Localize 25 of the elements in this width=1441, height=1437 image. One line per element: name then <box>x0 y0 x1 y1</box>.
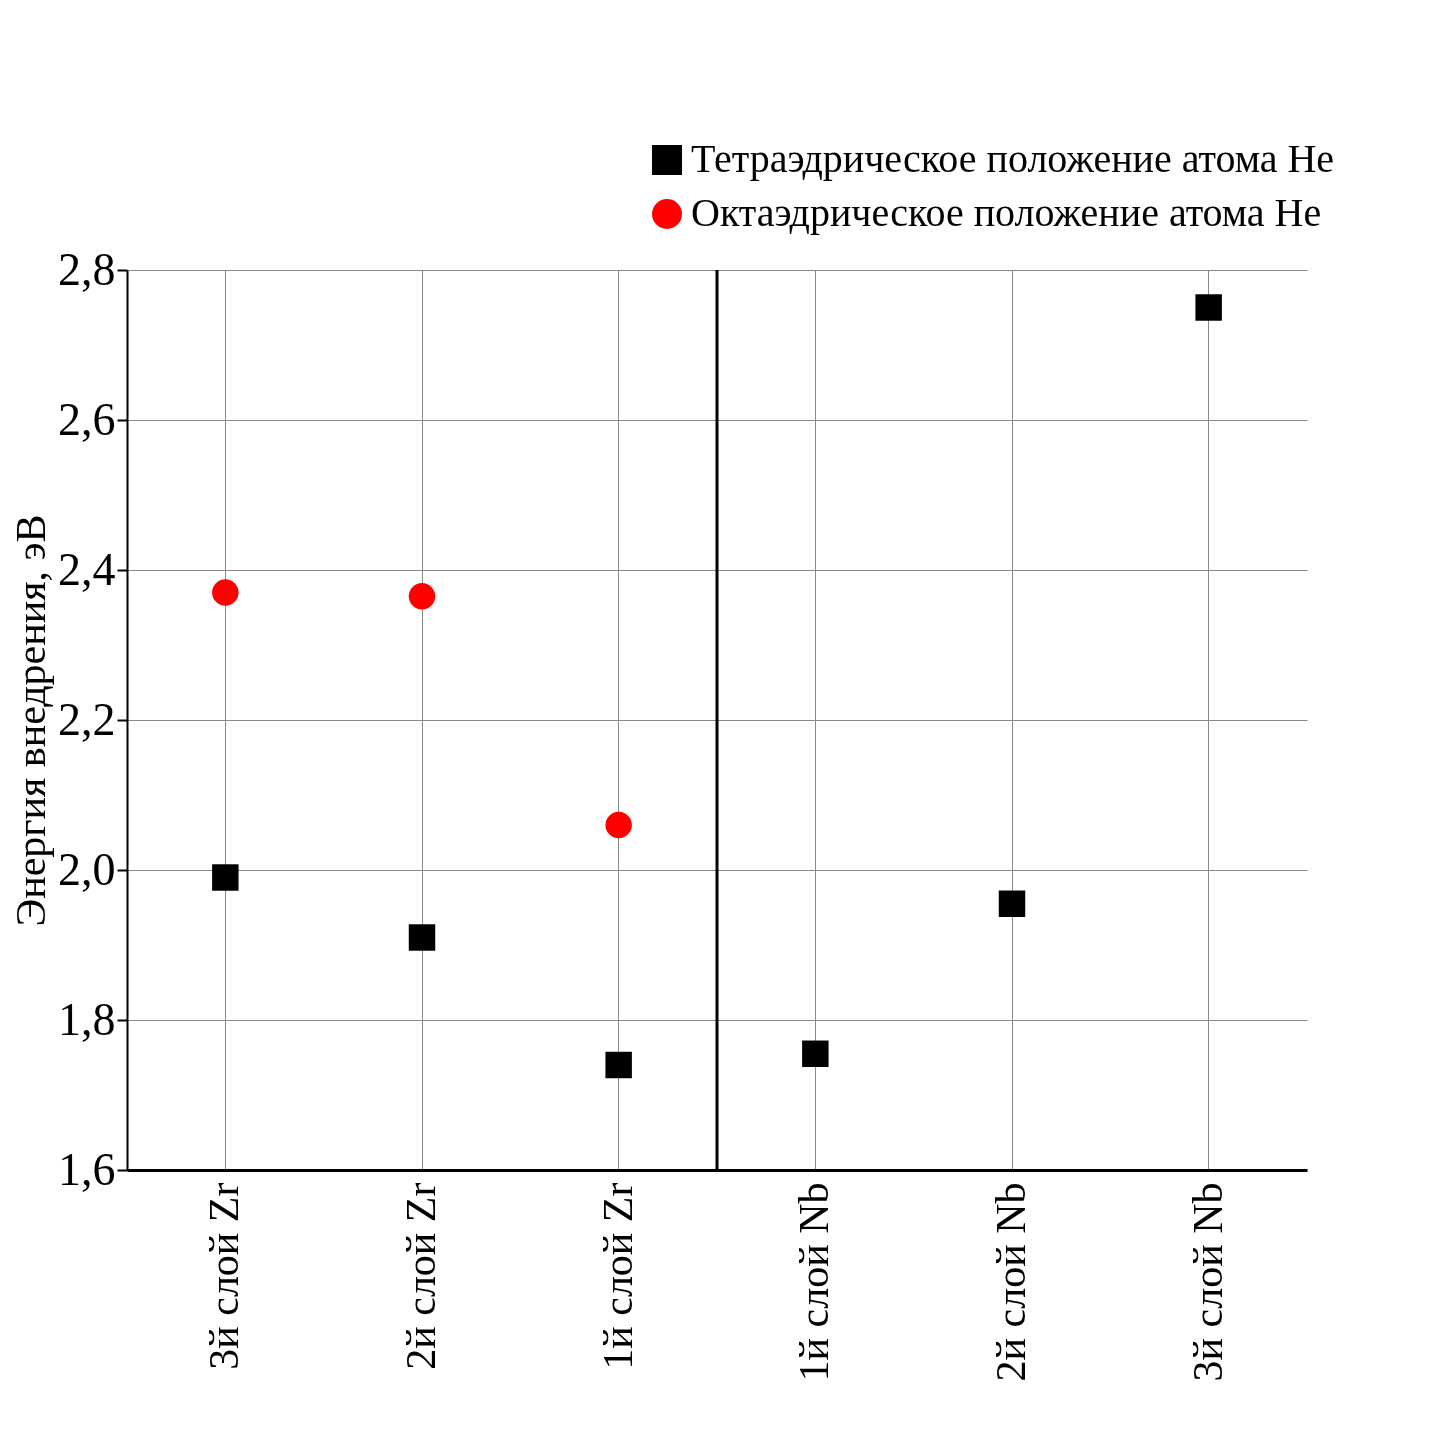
y-tick-label: 1,8 <box>58 993 116 1045</box>
y-axis-title: Энергия внедрения, эВ <box>8 514 54 927</box>
point <box>998 890 1026 917</box>
legend-label: Октаэдрическое положение атома He <box>691 190 1322 235</box>
legend-label: Тетраэдрическое положение атома He <box>691 136 1335 181</box>
y-tick-label: 2,0 <box>58 843 116 895</box>
point <box>802 1040 829 1067</box>
y-tick-label: 2,6 <box>58 393 116 445</box>
point <box>212 864 239 891</box>
x-tick-label: 2й слой Zr <box>398 1182 444 1370</box>
point <box>1195 294 1222 321</box>
x-tick-label: 1й слой Nb <box>791 1182 838 1382</box>
point <box>605 811 632 839</box>
y-tick-label: 2,4 <box>58 543 116 595</box>
x-tick-label: 1й слой Zr <box>594 1182 641 1370</box>
x-tick-label: 3й слой Nb <box>1184 1182 1231 1382</box>
x-tick-label: 3й слой Zr <box>201 1182 248 1370</box>
point <box>212 579 239 606</box>
x-tick-label: 2й слой Nb <box>988 1182 1034 1382</box>
y-tick-label: 2,8 <box>58 243 116 295</box>
y-tick-label: 2,2 <box>58 693 116 745</box>
y-tick-label: 1,6 <box>58 1143 116 1195</box>
point <box>408 583 436 610</box>
point <box>408 924 436 951</box>
point <box>605 1051 632 1079</box>
